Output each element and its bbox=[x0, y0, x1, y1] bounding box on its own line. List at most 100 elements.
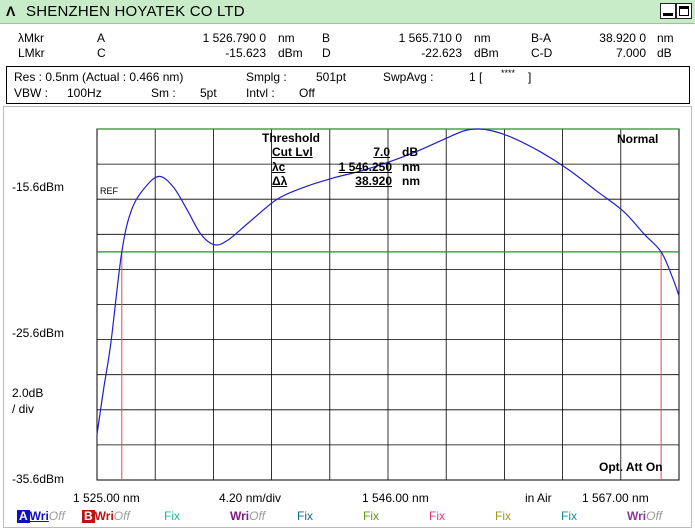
reference-marker-label: REF bbox=[100, 186, 118, 196]
level-marker-label: LMkr bbox=[18, 46, 45, 60]
marker-b-name: B bbox=[322, 31, 331, 45]
y-axis-mid-label: -25.6dBm bbox=[12, 326, 65, 340]
trace-point-25 bbox=[568, 169, 569, 170]
trace-point-31 bbox=[678, 295, 679, 296]
trace-point-23 bbox=[512, 137, 513, 138]
sweep-average-progress: **** bbox=[501, 68, 516, 78]
marker-d-value: -22.623 bbox=[421, 46, 462, 60]
sampling-label: Smplg : bbox=[246, 70, 287, 84]
measurement-settings-panel: Res : 0.5nm (Actual : 0.466 nm) Smplg : … bbox=[6, 66, 690, 104]
trace-point-24 bbox=[540, 151, 541, 152]
trace-j-state: Off bbox=[646, 509, 663, 523]
spectral-width-label: Δλ bbox=[272, 174, 288, 188]
spectrum-trace-0 bbox=[96, 128, 680, 435]
trace-d-mode: Wri bbox=[230, 509, 250, 523]
interval-value: Off bbox=[299, 86, 315, 100]
trace-h-status[interactable]: Fix bbox=[495, 509, 511, 523]
marker-d-name: D bbox=[322, 46, 331, 60]
y-axis-bottom-label: -35.6dBm bbox=[12, 472, 65, 486]
sweep-average-close: ] bbox=[528, 70, 532, 84]
trace-a-tag: A bbox=[17, 509, 30, 523]
trace-point-4 bbox=[131, 209, 132, 210]
trace-point-14 bbox=[304, 186, 305, 187]
marker-b-unit: nm bbox=[474, 31, 491, 45]
trace-point-12 bbox=[249, 221, 250, 222]
marker-a-name: A bbox=[97, 31, 106, 45]
trace-b-status[interactable]: B WriOff bbox=[82, 509, 130, 523]
x-axis-medium-label: in Air bbox=[525, 491, 552, 505]
trace-a-state: Off bbox=[48, 509, 65, 523]
trace-display-frame bbox=[3, 106, 692, 528]
marker-ba-value: 38.920 0 bbox=[599, 31, 646, 45]
minimize-button[interactable] bbox=[660, 3, 676, 19]
interval-label: Intvl : bbox=[246, 86, 275, 100]
trace-point-6 bbox=[159, 176, 160, 177]
marker-ba-unit: nm bbox=[657, 31, 674, 45]
trace-point-10 bbox=[214, 244, 215, 245]
trace-b-mode: Wri bbox=[94, 509, 114, 523]
marker-cd-value: 7.000 bbox=[615, 46, 646, 60]
spectral-width-unit: nm bbox=[402, 174, 420, 188]
vbw-label: VBW : bbox=[14, 86, 49, 100]
x-axis-span-label: 4.20 nm/div bbox=[219, 491, 282, 505]
trace-point-29 bbox=[661, 251, 662, 252]
trace-point-8 bbox=[186, 209, 187, 210]
trace-point-1 bbox=[103, 386, 104, 387]
window-title: SHENZHEN HOYATEK CO LTD bbox=[26, 3, 245, 20]
trace-a-status[interactable]: A WriOff bbox=[17, 509, 65, 523]
trace-c-status[interactable]: Fix bbox=[164, 509, 180, 523]
chart-grid bbox=[96, 128, 680, 481]
x-axis-stop-label: 1 567.00 nm bbox=[582, 491, 649, 505]
trace-d-state: Off bbox=[249, 509, 266, 523]
marker-a-unit: nm bbox=[278, 31, 295, 45]
trace-point-28 bbox=[644, 234, 645, 235]
trace-point-9 bbox=[200, 234, 201, 235]
y-axis-top-label: -15.6dBm bbox=[12, 180, 65, 194]
marker-b-value: 1 565.710 0 bbox=[398, 31, 462, 45]
app-logo-icon: Λ bbox=[6, 3, 16, 19]
trace-point-7 bbox=[173, 186, 174, 187]
trace-d-status[interactable]: WriOff bbox=[230, 509, 265, 523]
marker-cd-unit: dB bbox=[657, 46, 672, 60]
center-wavelength-unit: nm bbox=[402, 160, 420, 174]
trace-point-20 bbox=[464, 130, 465, 131]
threshold-title: Threshold bbox=[262, 131, 321, 145]
maximize-button[interactable] bbox=[676, 3, 692, 19]
trace-point-21 bbox=[477, 128, 478, 129]
spectral-width-value: 38.920 bbox=[355, 174, 392, 188]
optical-attenuator-status: Opt. Att On bbox=[599, 460, 663, 474]
resolution-setting: Res : 0.5nm (Actual : 0.466 nm) bbox=[14, 70, 184, 84]
trace-point-11 bbox=[228, 239, 229, 240]
marker-c-unit: dBm bbox=[278, 46, 303, 60]
trace-b-tag: B bbox=[82, 509, 95, 523]
trace-e-status[interactable]: Fix bbox=[297, 509, 313, 523]
x-axis-center-label: 1 546.00 nm bbox=[362, 491, 429, 505]
cut-level-label: Cut Lvl bbox=[272, 145, 313, 159]
trace-point-2 bbox=[110, 343, 111, 344]
trace-f-status[interactable]: Fix bbox=[363, 509, 379, 523]
trace-point-13 bbox=[277, 199, 278, 200]
smoothing-value: 5pt bbox=[200, 86, 217, 100]
marker-readout: λMkr LMkr A 1 526.790 0 nm C -15.623 dBm… bbox=[0, 25, 695, 65]
trace-point-22 bbox=[491, 130, 492, 131]
y-axis-per-div-label: / div bbox=[12, 402, 35, 416]
trace-a-mode: Wri bbox=[29, 509, 49, 523]
wavelength-marker-label: λMkr bbox=[18, 31, 44, 45]
trace-j-status[interactable]: WriOff bbox=[627, 509, 662, 523]
trace-point-0 bbox=[96, 434, 97, 435]
vbw-value: 100Hz bbox=[67, 86, 102, 100]
title-bar: Λ SHENZHEN HOYATEK CO LTD bbox=[0, 0, 695, 24]
marker-c-name: C bbox=[97, 46, 106, 60]
sweep-average-value: 1 [ bbox=[469, 70, 483, 84]
x-axis-start-label: 1 525.00 nm bbox=[73, 491, 140, 505]
trace-point-26 bbox=[595, 190, 596, 191]
sampling-value: 501pt bbox=[316, 70, 347, 84]
cut-level-value: 7.0 bbox=[373, 145, 390, 159]
trace-i-status[interactable]: Fix bbox=[561, 509, 577, 523]
marker-d-unit: dBm bbox=[474, 46, 499, 60]
marker-a-value: 1 526.790 0 bbox=[202, 31, 266, 45]
trace-g-status[interactable]: Fix bbox=[429, 509, 445, 523]
display-mode: Normal bbox=[617, 132, 659, 146]
sweep-average-label: SwpAvg : bbox=[383, 70, 434, 84]
